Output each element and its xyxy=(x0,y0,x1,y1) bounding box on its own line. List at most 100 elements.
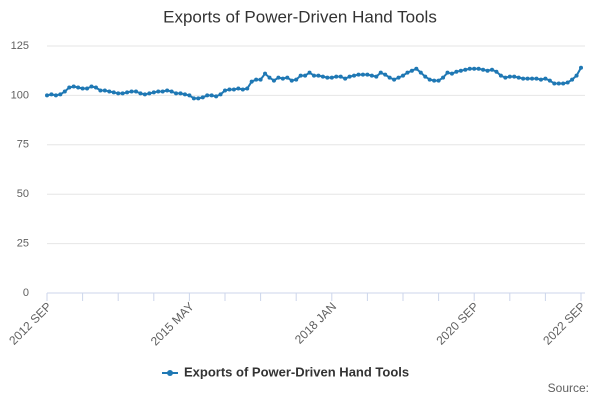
data-point xyxy=(196,96,201,101)
data-point xyxy=(289,78,294,83)
data-point xyxy=(405,70,410,75)
data-point xyxy=(214,94,219,99)
data-point xyxy=(45,93,49,98)
data-point xyxy=(160,89,165,94)
data-point xyxy=(85,86,90,91)
x-tick-label: 2020 SEP xyxy=(433,299,481,347)
y-tick-label: 75 xyxy=(17,139,29,151)
data-point xyxy=(396,75,401,80)
data-point xyxy=(490,67,494,72)
data-point xyxy=(58,92,63,97)
data-point xyxy=(236,86,241,91)
data-point xyxy=(423,74,428,79)
data-point xyxy=(53,93,58,98)
y-tick-label: 100 xyxy=(11,89,29,101)
data-point xyxy=(249,79,254,84)
data-point xyxy=(454,69,459,74)
data-point xyxy=(534,76,539,81)
data-point xyxy=(352,73,357,78)
data-point xyxy=(178,91,183,96)
data-point xyxy=(543,76,548,81)
data-point xyxy=(240,87,245,92)
data-point xyxy=(165,88,170,93)
data-point xyxy=(111,90,116,95)
data-point xyxy=(125,90,130,95)
data-point xyxy=(205,93,210,98)
legend-marker xyxy=(167,370,173,376)
data-point xyxy=(320,74,325,79)
data-point xyxy=(445,70,450,75)
data-point xyxy=(472,66,477,71)
data-point xyxy=(392,77,397,82)
data-point xyxy=(458,68,463,73)
data-point xyxy=(494,69,499,74)
data-point xyxy=(570,77,575,82)
data-point xyxy=(280,76,285,81)
data-point xyxy=(547,78,552,83)
data-point xyxy=(507,74,512,79)
data-point xyxy=(169,89,174,94)
legend-label: Exports of Power-Driven Hand Tools xyxy=(184,364,409,379)
data-point xyxy=(129,89,134,94)
data-point xyxy=(142,92,147,97)
x-tick-label: 2012 SEP xyxy=(6,299,54,347)
data-point xyxy=(503,75,508,80)
data-point xyxy=(467,66,472,71)
data-point xyxy=(436,78,441,83)
data-point xyxy=(338,74,343,79)
data-point xyxy=(316,73,321,78)
data-point xyxy=(401,73,405,78)
data-point xyxy=(231,87,236,92)
data-point xyxy=(409,68,414,73)
data-point xyxy=(525,76,530,81)
data-point xyxy=(89,84,94,89)
data-point xyxy=(556,81,561,86)
data-point xyxy=(579,65,583,70)
chart-title: Exports of Power-Driven Hand Tools xyxy=(163,7,437,26)
data-point xyxy=(565,80,570,85)
data-point xyxy=(93,85,98,90)
x-tick-label: 2018 JAN xyxy=(292,299,339,346)
data-point xyxy=(432,78,437,83)
data-point xyxy=(325,75,330,80)
data-point xyxy=(414,66,419,71)
x-tick-label: 2015 MAY xyxy=(148,299,197,348)
data-point xyxy=(378,70,383,75)
data-point xyxy=(441,75,446,80)
data-point xyxy=(258,77,263,82)
data-point xyxy=(512,74,517,79)
data-point xyxy=(223,88,227,93)
data-point xyxy=(521,76,526,81)
data-point xyxy=(498,73,503,78)
data-point xyxy=(383,72,388,77)
data-point xyxy=(49,92,54,97)
data-point xyxy=(481,67,486,72)
data-point xyxy=(138,91,143,96)
data-point xyxy=(449,71,454,76)
data-point xyxy=(329,75,334,80)
data-point xyxy=(276,75,281,80)
data-point xyxy=(107,89,112,94)
data-point xyxy=(387,75,392,80)
data-point xyxy=(267,75,272,80)
data-point xyxy=(62,89,67,94)
data-point xyxy=(102,88,107,93)
data-point xyxy=(374,74,379,79)
data-point xyxy=(369,73,374,78)
data-point xyxy=(334,74,339,79)
data-point xyxy=(530,76,535,81)
data-point xyxy=(182,92,187,97)
data-point xyxy=(71,84,76,89)
data-point xyxy=(174,91,179,96)
data-point xyxy=(151,90,156,95)
y-tick-label: 50 xyxy=(17,188,29,200)
data-point xyxy=(147,91,152,96)
data-point xyxy=(312,73,316,78)
data-point xyxy=(307,70,312,75)
data-point xyxy=(303,73,308,78)
data-point xyxy=(227,87,232,92)
data-point xyxy=(76,85,81,90)
data-point xyxy=(254,77,259,82)
data-point xyxy=(538,77,543,82)
